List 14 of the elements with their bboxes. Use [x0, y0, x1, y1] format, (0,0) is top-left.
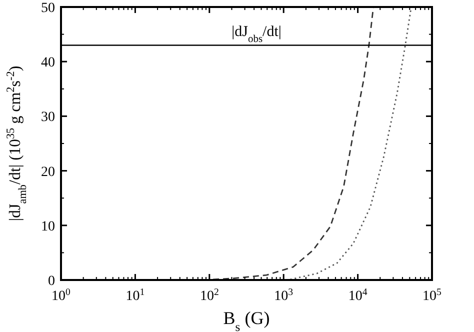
- x-tick-label: 10$^{2}$: [200, 286, 219, 304]
- x-tick-label: 10$^{1}$: [126, 286, 145, 304]
- y-tick-label: 20: [41, 164, 55, 180]
- x-tick-label: 10$^{5}$: [422, 286, 442, 304]
- y-tick-label: 0: [48, 274, 55, 289]
- ref-line-label: |dJ$_{obs}$/dt|: [232, 24, 282, 45]
- y-tick-label: 10: [41, 219, 55, 234]
- y-tick-label: 50: [41, 1, 55, 16]
- x-tick-label: 10$^{4}$: [348, 286, 368, 304]
- y-tick-label: 30: [41, 110, 55, 126]
- y-tick-label: 40: [41, 56, 55, 71]
- x-tick-label: 10$^{3}$: [274, 286, 294, 304]
- x-axis-title: B$_{s}$ (G): [223, 308, 270, 332]
- x-tick-label: 10$^{0}$: [52, 286, 71, 304]
